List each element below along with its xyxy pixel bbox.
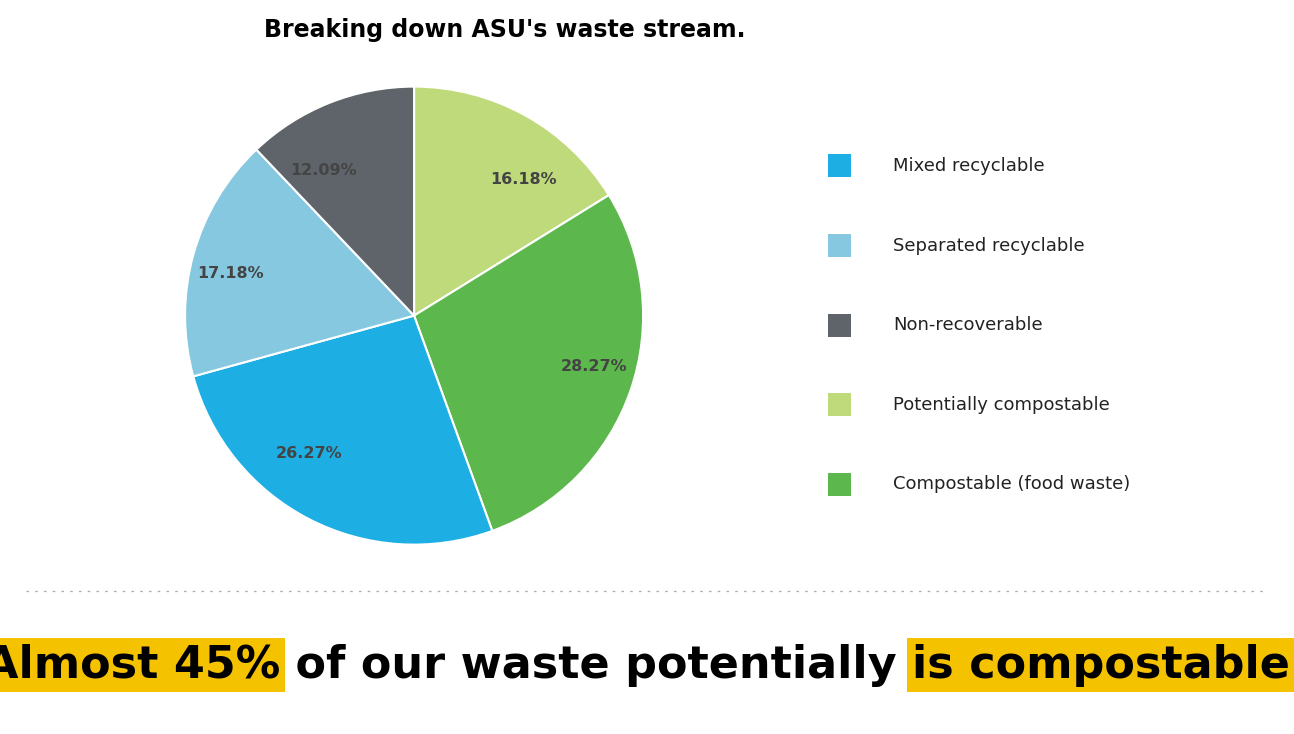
Wedge shape — [193, 316, 492, 545]
FancyBboxPatch shape — [828, 393, 851, 416]
Text: of our waste potentially: of our waste potentially — [280, 644, 912, 686]
FancyBboxPatch shape — [828, 154, 851, 178]
Text: Mixed recyclable: Mixed recyclable — [893, 157, 1044, 175]
Text: 17.18%: 17.18% — [198, 266, 264, 281]
Text: Separated recyclable: Separated recyclable — [893, 236, 1084, 255]
Text: 16.18%: 16.18% — [490, 172, 556, 187]
Wedge shape — [256, 87, 414, 316]
Text: Potentially compostable: Potentially compostable — [893, 396, 1110, 414]
Text: Non-recoverable: Non-recoverable — [893, 316, 1043, 334]
Text: 28.27%: 28.27% — [562, 359, 628, 374]
FancyBboxPatch shape — [828, 234, 851, 257]
Text: Almost 45%: Almost 45% — [0, 644, 280, 686]
Text: 26.27%: 26.27% — [276, 446, 343, 462]
Wedge shape — [185, 150, 414, 377]
Wedge shape — [414, 87, 608, 316]
FancyBboxPatch shape — [828, 313, 851, 337]
Text: Breaking down ASU's waste stream.: Breaking down ASU's waste stream. — [264, 18, 745, 43]
Text: 12.09%: 12.09% — [290, 164, 356, 178]
Wedge shape — [414, 195, 643, 531]
FancyBboxPatch shape — [828, 473, 851, 496]
Text: Compostable (food waste): Compostable (food waste) — [893, 476, 1130, 493]
Text: is compostable!: is compostable! — [912, 644, 1294, 686]
